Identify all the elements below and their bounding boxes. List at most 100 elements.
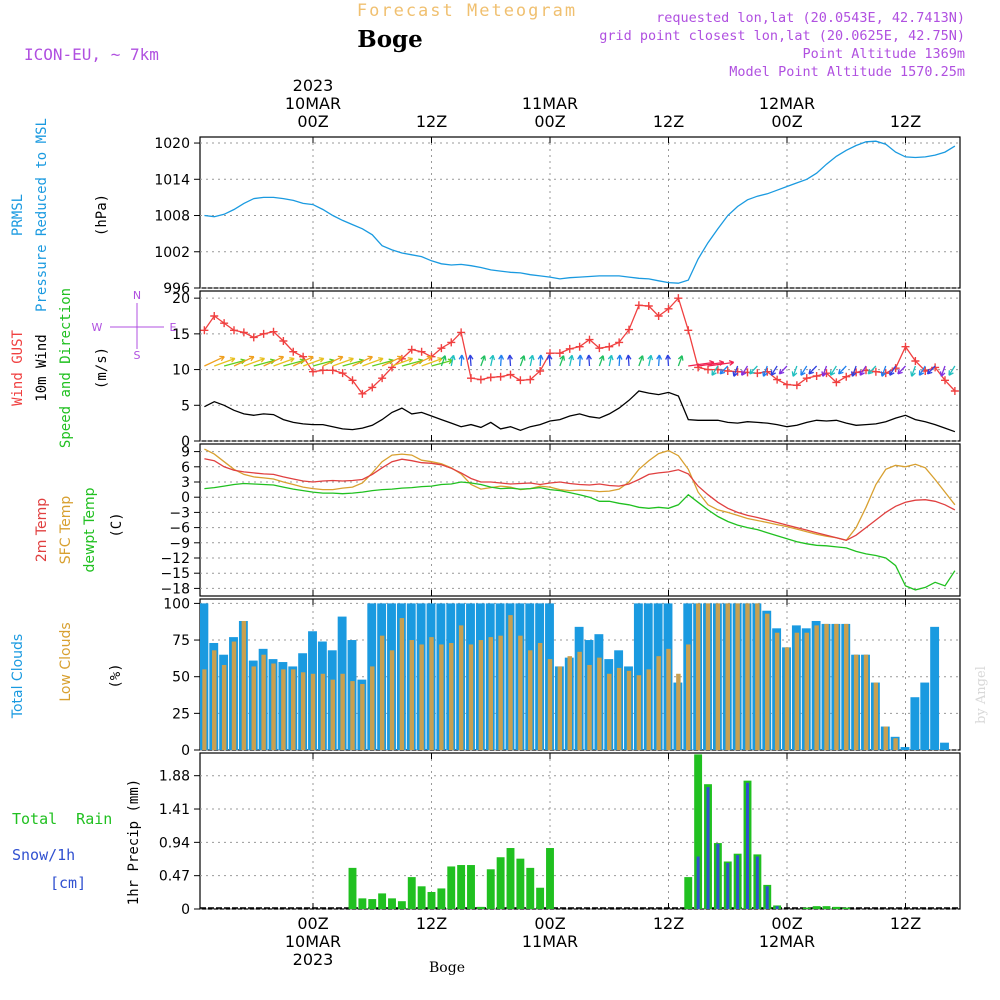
gust-marker bbox=[417, 347, 426, 356]
gust-marker bbox=[773, 375, 782, 384]
low-cloud-bar bbox=[646, 669, 651, 750]
wind-direction-arrow bbox=[332, 357, 354, 367]
wind-direction-arrow bbox=[411, 355, 433, 367]
low-cloud-bar bbox=[626, 670, 632, 750]
low-cloud-bar bbox=[705, 603, 711, 750]
wind-direction-arrow bbox=[939, 365, 946, 377]
low-cloud-bar bbox=[824, 623, 829, 750]
percent-unit-label: (%) bbox=[108, 663, 124, 688]
wind-direction-arrow bbox=[656, 354, 663, 367]
low-clouds-label: Low Clouds bbox=[58, 622, 74, 701]
top-date-label: 12MAR bbox=[759, 94, 815, 113]
wind-direction-arrow bbox=[458, 354, 465, 367]
clouds-ytick-label: 100 bbox=[163, 596, 190, 612]
gust-marker bbox=[249, 333, 258, 342]
gust-marker bbox=[496, 372, 505, 381]
gust-marker bbox=[704, 365, 712, 374]
temperature-ytick-label: 6 bbox=[181, 460, 190, 476]
temp-2m-label: 2m Temp bbox=[34, 498, 50, 562]
wind-speed-line bbox=[204, 390, 956, 433]
gust-marker bbox=[279, 337, 288, 345]
wind-direction-arrow bbox=[948, 365, 956, 376]
rain-bar bbox=[368, 899, 377, 909]
low-cloud-bar bbox=[745, 603, 750, 750]
low-cloud-bar bbox=[636, 675, 642, 750]
wind-direction-arrow bbox=[647, 354, 654, 367]
gust-marker bbox=[723, 367, 732, 375]
bottom-hour-label: 12Z bbox=[416, 914, 447, 933]
wind-direction-arrow bbox=[897, 365, 906, 375]
credit-label: by Angel bbox=[974, 666, 989, 724]
wind-direction-arrow bbox=[707, 360, 735, 367]
low-cloud-bar bbox=[370, 666, 375, 750]
rain-bar bbox=[526, 867, 535, 909]
rain-bar bbox=[397, 901, 406, 909]
wind-ytick-label: 10 bbox=[172, 363, 190, 379]
rain-bar bbox=[546, 848, 554, 909]
snow-label: Snow/1h bbox=[12, 846, 75, 864]
gust-marker bbox=[200, 326, 209, 335]
pressure-panel: 996 1002 1008 1014 1020 bbox=[154, 136, 961, 297]
temperature-ytick-label: 0 bbox=[181, 490, 190, 506]
gust-marker bbox=[348, 376, 357, 385]
gust-marker bbox=[526, 375, 535, 384]
pressure-msl-label: Pressure Reduced to MSL bbox=[34, 118, 50, 312]
pressure-ytick-label: 1014 bbox=[154, 172, 190, 188]
low-cloud-bar bbox=[616, 667, 622, 750]
rain-bar bbox=[467, 865, 475, 909]
bottom-hour-label: 12Z bbox=[890, 914, 921, 933]
low-cloud-bar bbox=[804, 632, 809, 750]
low-cloud-bar bbox=[607, 673, 612, 750]
rain-bar bbox=[457, 865, 466, 909]
wind-direction-arrow bbox=[546, 354, 553, 367]
wind-direction-arrow bbox=[719, 365, 729, 375]
wind-ytick-label: 15 bbox=[172, 327, 190, 343]
temperature-ytick-label: 3 bbox=[181, 475, 190, 491]
temp-axis-labels: 2m Temp SFC Temp dewpt Temp (C) bbox=[34, 487, 125, 572]
low-cloud-bar bbox=[587, 664, 592, 750]
compass-north: N bbox=[133, 289, 141, 302]
low-cloud-bar bbox=[281, 669, 286, 750]
wind-direction-arrow bbox=[537, 354, 544, 367]
gust-marker bbox=[338, 369, 347, 378]
low-cloud-bar bbox=[498, 635, 503, 750]
low-cloud-bar bbox=[439, 644, 444, 750]
wind-direction-arrow bbox=[449, 354, 456, 367]
wind-direction-arrow bbox=[577, 354, 584, 367]
requested-coords: requested lon,lat (20.0543E, 42.7413N) bbox=[656, 10, 965, 26]
top-date-label: 11MAR bbox=[522, 94, 578, 113]
clouds-ytick-label: 75 bbox=[172, 633, 190, 649]
wind-direction-arrow bbox=[821, 365, 828, 377]
pressure-ytick-label: 1002 bbox=[154, 245, 190, 261]
low-cloud-bar bbox=[350, 681, 355, 750]
rain-bar bbox=[486, 869, 495, 909]
wind-direction-arrow bbox=[837, 365, 847, 375]
gust-marker bbox=[595, 344, 604, 353]
low-cloud-bar bbox=[379, 635, 385, 750]
wind-ytick-label: 0 bbox=[181, 434, 190, 450]
low-cloud-bar bbox=[340, 673, 345, 750]
low-cloud-bar bbox=[212, 650, 217, 750]
low-cloud-bar bbox=[202, 669, 207, 750]
precip-axis-labels: Total Rain Snow/1h [cm] 1hr Precip (mm) bbox=[12, 779, 142, 905]
total-cloud-bar bbox=[940, 742, 949, 750]
pressure-axis-labels: PRMSL Pressure Reduced to MSL (hPa) bbox=[10, 118, 110, 312]
wind-gust-label: Wind GUST bbox=[10, 330, 26, 406]
low-cloud-bar bbox=[774, 632, 780, 750]
wind-direction-arrow bbox=[598, 355, 605, 367]
low-cloud-bar bbox=[429, 637, 434, 750]
low-cloud-bar bbox=[518, 635, 523, 750]
rain-bar bbox=[447, 866, 456, 909]
temperature-ytick-label: −6 bbox=[169, 521, 190, 537]
gust-marker bbox=[407, 345, 416, 354]
wind-direction-arrow bbox=[918, 365, 926, 376]
wind-direction-arrow bbox=[440, 355, 447, 367]
top-hour-label: 12Z bbox=[890, 112, 921, 131]
temperature-ytick-label: −3 bbox=[169, 505, 190, 521]
wind-direction-arrow bbox=[243, 357, 266, 367]
wind-direction-arrow bbox=[519, 355, 526, 367]
wind-direction-arrow bbox=[362, 357, 384, 367]
wind-direction-arrow bbox=[489, 354, 496, 367]
low-cloud-bar bbox=[261, 654, 266, 750]
gust-marker bbox=[615, 338, 624, 347]
